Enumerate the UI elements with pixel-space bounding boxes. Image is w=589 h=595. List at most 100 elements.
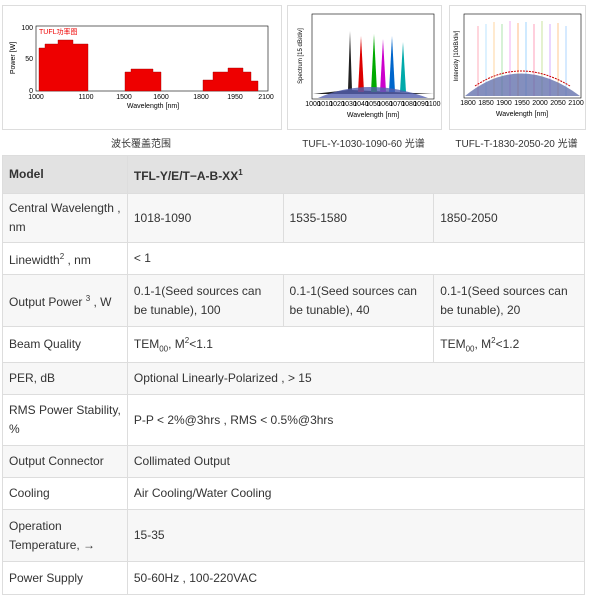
cell: 0.1-1(Seed sources can be tunable), 100 xyxy=(126,274,284,327)
x-tick: 1010 xyxy=(317,101,333,108)
row-label: Output Power 3 , W xyxy=(2,274,128,327)
text: TFL-Y/E/T−A-B-XX xyxy=(133,169,239,183)
row-label: Output Connector xyxy=(2,445,128,479)
y-label: Spectrum [15 dB/div] xyxy=(298,28,304,84)
y-tick: 100 xyxy=(21,25,33,32)
row-label: Operation Temperature, → xyxy=(2,509,128,563)
sup: 3 xyxy=(85,294,91,303)
row: Output Connector Collimated Output xyxy=(2,445,586,479)
x-label: Wavelength [nm] xyxy=(127,103,179,110)
row-label: Beam Quality xyxy=(2,325,128,364)
row-label: Cooling xyxy=(2,477,128,511)
x-tick: 1070 xyxy=(389,101,405,108)
sup: 2 xyxy=(491,336,496,345)
sup: 2 xyxy=(59,252,65,261)
cell: TEM00, M2<1.2 xyxy=(433,325,585,364)
text: Linewidth xyxy=(9,253,60,267)
cell: 0.1-1(Seed sources can be tunable), 40 xyxy=(282,274,435,327)
row: RMS Power Stability, % P-P < 2%@3hrs , RM… xyxy=(2,394,586,447)
x-tick: 1050 xyxy=(365,101,381,108)
sup: 2 xyxy=(184,336,190,345)
text: Cooling xyxy=(9,486,50,501)
text: , nm xyxy=(64,253,91,267)
text: TEM xyxy=(133,337,160,351)
x-tick: 1950 xyxy=(227,94,243,101)
caption: 波长覆盖范围 xyxy=(111,139,171,150)
row: Beam Quality TEM00, M2<1.1 TEM00, M2<1.2 xyxy=(2,325,585,364)
text: Central Wavelength , nm xyxy=(9,201,121,234)
text: Power Supply xyxy=(9,570,84,585)
row-label: PER, dB xyxy=(2,362,128,396)
x-tick: 1600 xyxy=(153,94,169,101)
row-label: RMS Power Stability, % xyxy=(2,394,128,447)
row: Central Wavelength , nm 1018-1090 1535-158… xyxy=(2,193,585,243)
x-tick: 1850 xyxy=(478,100,494,107)
x-tick: 1900 xyxy=(496,100,512,107)
x-label: Wavelength [nm] xyxy=(496,111,548,118)
x-tick: 1100 xyxy=(425,101,440,108)
text: Operation Temperature, → xyxy=(9,518,96,552)
text: <1.1 xyxy=(189,337,213,351)
cell: P-P < 2%@3hrs , RMS < 0.5%@3hrs xyxy=(126,394,586,447)
x-tick: 2100 xyxy=(258,94,274,101)
text: <1.2 xyxy=(495,337,520,351)
spec-table: Model TFL-Y/E/T−A-B-XX1 Central Waveleng… xyxy=(2,155,586,595)
x-tick: 2100 xyxy=(568,100,584,107)
x-tick: 1040 xyxy=(353,101,369,108)
y-tick: 0 xyxy=(29,88,33,95)
table-body: Model TFL-Y/E/T−A-B-XX1 Central Waveleng… xyxy=(2,155,586,595)
sub: 00 xyxy=(159,344,169,354)
text: TEM xyxy=(440,337,466,351)
cell: < 1 xyxy=(126,242,586,275)
text: , M xyxy=(168,337,185,351)
cell: 1850-2050 xyxy=(433,193,585,243)
caption: TUFL-Y-1030-1090-60 光谱 xyxy=(302,139,425,150)
intensity-chart: Intensity [10dB/div] 1800 1850 1900 1950… xyxy=(454,13,584,118)
header-row: Model TFL-Y/E/T−A-B-XX1 xyxy=(2,155,586,194)
x-label: Wavelength [nm] xyxy=(347,112,399,119)
header-cell: TFL-Y/E/T−A-B-XX1 xyxy=(126,155,586,194)
row: Linewidth2 , nm < 1 xyxy=(2,242,586,275)
sup: 1 xyxy=(238,168,243,177)
row: PER, dB Optional Linearly-Polarized , > 1… xyxy=(2,362,586,396)
text: PER, dB xyxy=(9,371,56,386)
x-tick: 1080 xyxy=(401,101,417,108)
x-tick: 1800 xyxy=(193,94,209,101)
figures: TUFL功率图 Power [W] 0 50 100 1000 1100 150… xyxy=(0,0,589,155)
row: Cooling Air Cooling/Water Cooling xyxy=(2,477,586,511)
spectrum-chart: Spectrum [15 dB/div] 1000 1010 1020 1030… xyxy=(298,13,441,119)
power-chart: TUFL功率图 Power [W] 0 50 100 1000 1100 150… xyxy=(10,25,274,110)
cell: Air Cooling/Water Cooling xyxy=(126,477,586,511)
x-tick: 1950 xyxy=(514,100,530,107)
cell: 0.1-1(Seed sources can be tunable), 20 xyxy=(433,274,585,327)
row-label: Linewidth2 , nm xyxy=(2,242,128,275)
text: , M xyxy=(474,337,492,351)
figure: Intensity [10dB/div] 1800 1850 1900 1950… xyxy=(449,5,586,130)
text: , W xyxy=(90,295,112,309)
row-label: Central Wavelength , nm xyxy=(2,193,128,243)
x-tick: 2000 xyxy=(532,100,548,107)
text: Beam Quality xyxy=(9,337,82,352)
x-tick: 1000 xyxy=(305,101,321,108)
x-tick: 1060 xyxy=(377,101,393,108)
x-tick: 1030 xyxy=(341,101,357,108)
figure: TUFL功率图 Power [W] 0 50 100 1000 1100 150… xyxy=(2,5,282,130)
x-tick: 2050 xyxy=(550,100,566,107)
row-label: Power Supply xyxy=(2,561,128,595)
cell: Optional Linearly-Polarized , > 15 xyxy=(126,362,586,396)
x-tick: 1100 xyxy=(78,94,93,101)
y-label: Intensity [10dB/div] xyxy=(454,30,460,81)
row: Output Power 3 , W 0.1-1(Seed sources can… xyxy=(2,274,585,327)
legend: TUFL功率图 xyxy=(39,27,78,36)
text: RMS Power Stability, % xyxy=(9,403,121,437)
x-tick: 1020 xyxy=(329,101,345,108)
y-tick: 50 xyxy=(25,56,33,63)
header-cell: Model xyxy=(2,155,128,194)
y-label: Power [W] xyxy=(10,42,17,74)
row: Operation Temperature, → 15-35 xyxy=(2,509,586,563)
x-tick: 1000 xyxy=(28,94,44,101)
figure: Spectrum [15 dB/div] 1000 1010 1020 1030… xyxy=(287,5,442,130)
sub: 00 xyxy=(465,344,475,354)
x-tick: 1500 xyxy=(116,94,132,101)
